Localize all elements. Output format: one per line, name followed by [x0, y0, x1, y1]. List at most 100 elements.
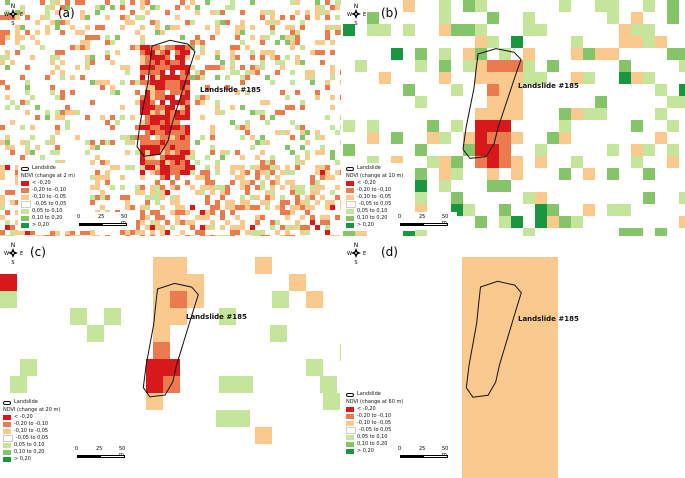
- ndvi-cell: [240, 25, 245, 30]
- ndvi-cell: [145, 60, 150, 65]
- ndvi-cell: [439, 0, 451, 12]
- landslide-outline: [465, 280, 522, 398]
- ndvi-cell: [175, 155, 180, 160]
- scale-bar: 0 25 50 m: [395, 444, 457, 462]
- ndvi-cell: [150, 165, 155, 170]
- ndvi-cell: [55, 10, 60, 15]
- ndvi-cell: [170, 308, 187, 325]
- ndvi-cell: [30, 55, 35, 60]
- legend-class-label: 0,10 to 0,20: [357, 441, 388, 447]
- ndvi-cell: [250, 35, 255, 40]
- ndvi-cell: [260, 170, 265, 175]
- ndvi-cell: [487, 120, 499, 132]
- svg-text:W: W: [347, 12, 352, 18]
- ndvi-cell: [90, 175, 95, 180]
- legend-class-label: -0,10 to -0,05: [357, 194, 392, 200]
- ndvi-cell: [140, 60, 145, 65]
- ndvi-cell: [150, 185, 155, 190]
- ndvi-cell: [571, 72, 583, 84]
- ndvi-cell: [250, 0, 255, 5]
- ndvi-cell: [379, 72, 391, 84]
- ndvi-cell: [330, 95, 335, 100]
- ndvi-cell: [330, 50, 335, 55]
- ndvi-cell: [140, 45, 145, 50]
- ndvi-cell: [185, 105, 190, 110]
- ndvi-cell: [583, 108, 595, 120]
- ndvi-cell: [185, 45, 190, 50]
- ndvi-cell: [160, 165, 165, 170]
- legend-swatch: [3, 429, 11, 434]
- legend-swatch: [346, 188, 354, 193]
- ndvi-cell: [150, 155, 155, 160]
- ndvi-cell: [165, 120, 170, 125]
- ndvi-cell: [325, 215, 330, 220]
- ndvi-cell: [110, 140, 115, 145]
- ndvi-cell: [250, 50, 255, 55]
- ndvi-cell: [175, 65, 180, 70]
- ndvi-cell: [185, 20, 190, 25]
- ndvi-cell: [185, 235, 190, 236]
- ndvi-cell: [619, 36, 631, 48]
- ndvi-cell: [155, 60, 160, 65]
- ndvi-cell: [233, 410, 250, 427]
- ndvi-cell: [280, 35, 285, 40]
- ndvi-cell: [155, 70, 160, 75]
- ndvi-cell: [175, 170, 180, 175]
- ndvi-cell: [270, 225, 275, 230]
- ndvi-cell: [290, 35, 295, 40]
- ndvi-cell: [335, 0, 340, 5]
- ndvi-cell: [511, 156, 523, 168]
- ndvi-cell: [120, 230, 125, 235]
- ndvi-cell: [619, 24, 631, 36]
- ndvi-cell: [85, 25, 90, 30]
- ndvi-cell: [80, 15, 85, 20]
- scale-bar: 0 25 50 m: [395, 212, 457, 230]
- ndvi-cell: [25, 90, 30, 95]
- ndvi-cell: [175, 130, 180, 135]
- ndvi-cell: [230, 50, 235, 55]
- ndvi-cell: [145, 200, 150, 205]
- ndvi-cell: [145, 160, 150, 165]
- legend-swatch: [21, 201, 31, 208]
- ndvi-cell: [325, 230, 330, 235]
- ndvi-cell: [305, 195, 310, 200]
- ndvi-cell: [140, 150, 145, 155]
- ndvi-cell: [180, 0, 185, 5]
- ndvi-cell: [140, 135, 145, 140]
- legend-swatch: [346, 449, 354, 454]
- ndvi-cell: [20, 25, 25, 30]
- legend-title: NDVI (change at 2 m): [21, 173, 76, 179]
- ndvi-cell: [185, 75, 190, 80]
- ndvi-cell: [130, 10, 135, 15]
- ndvi-cell: [170, 135, 175, 140]
- ndvi-cell: [0, 170, 5, 175]
- ndvi-cell: [10, 230, 15, 235]
- ndvi-cell: [655, 36, 667, 48]
- ndvi-cell: [55, 150, 60, 155]
- ndvi-cell: [290, 45, 295, 50]
- ndvi-cell: [10, 100, 15, 105]
- ndvi-cell: [185, 85, 190, 90]
- ndvi-cell: [475, 60, 487, 72]
- ndvi-cell: [265, 205, 270, 210]
- ndvi-cell: [451, 120, 463, 132]
- ndvi-cell: [295, 35, 300, 40]
- ndvi-cell: [325, 0, 330, 5]
- ndvi-cell: [155, 185, 160, 190]
- ndvi-cell: [140, 155, 145, 160]
- svg-text:S: S: [11, 260, 14, 265]
- ndvi-cell: [45, 15, 50, 20]
- ndvi-cell: [190, 0, 195, 5]
- ndvi-cell: [250, 55, 255, 60]
- ndvi-cell: [60, 50, 65, 55]
- ndvi-cell: [315, 180, 320, 185]
- ndvi-cell: [260, 160, 265, 165]
- ndvi-cell: [463, 60, 475, 72]
- ndvi-cell: [150, 130, 155, 135]
- ndvi-cell: [315, 0, 320, 5]
- ndvi-cell: [180, 210, 185, 215]
- svg-text:N: N: [11, 242, 16, 249]
- ndvi-cell: [219, 308, 236, 325]
- ndvi-cell: [20, 10, 25, 15]
- ndvi-cell: [146, 376, 163, 393]
